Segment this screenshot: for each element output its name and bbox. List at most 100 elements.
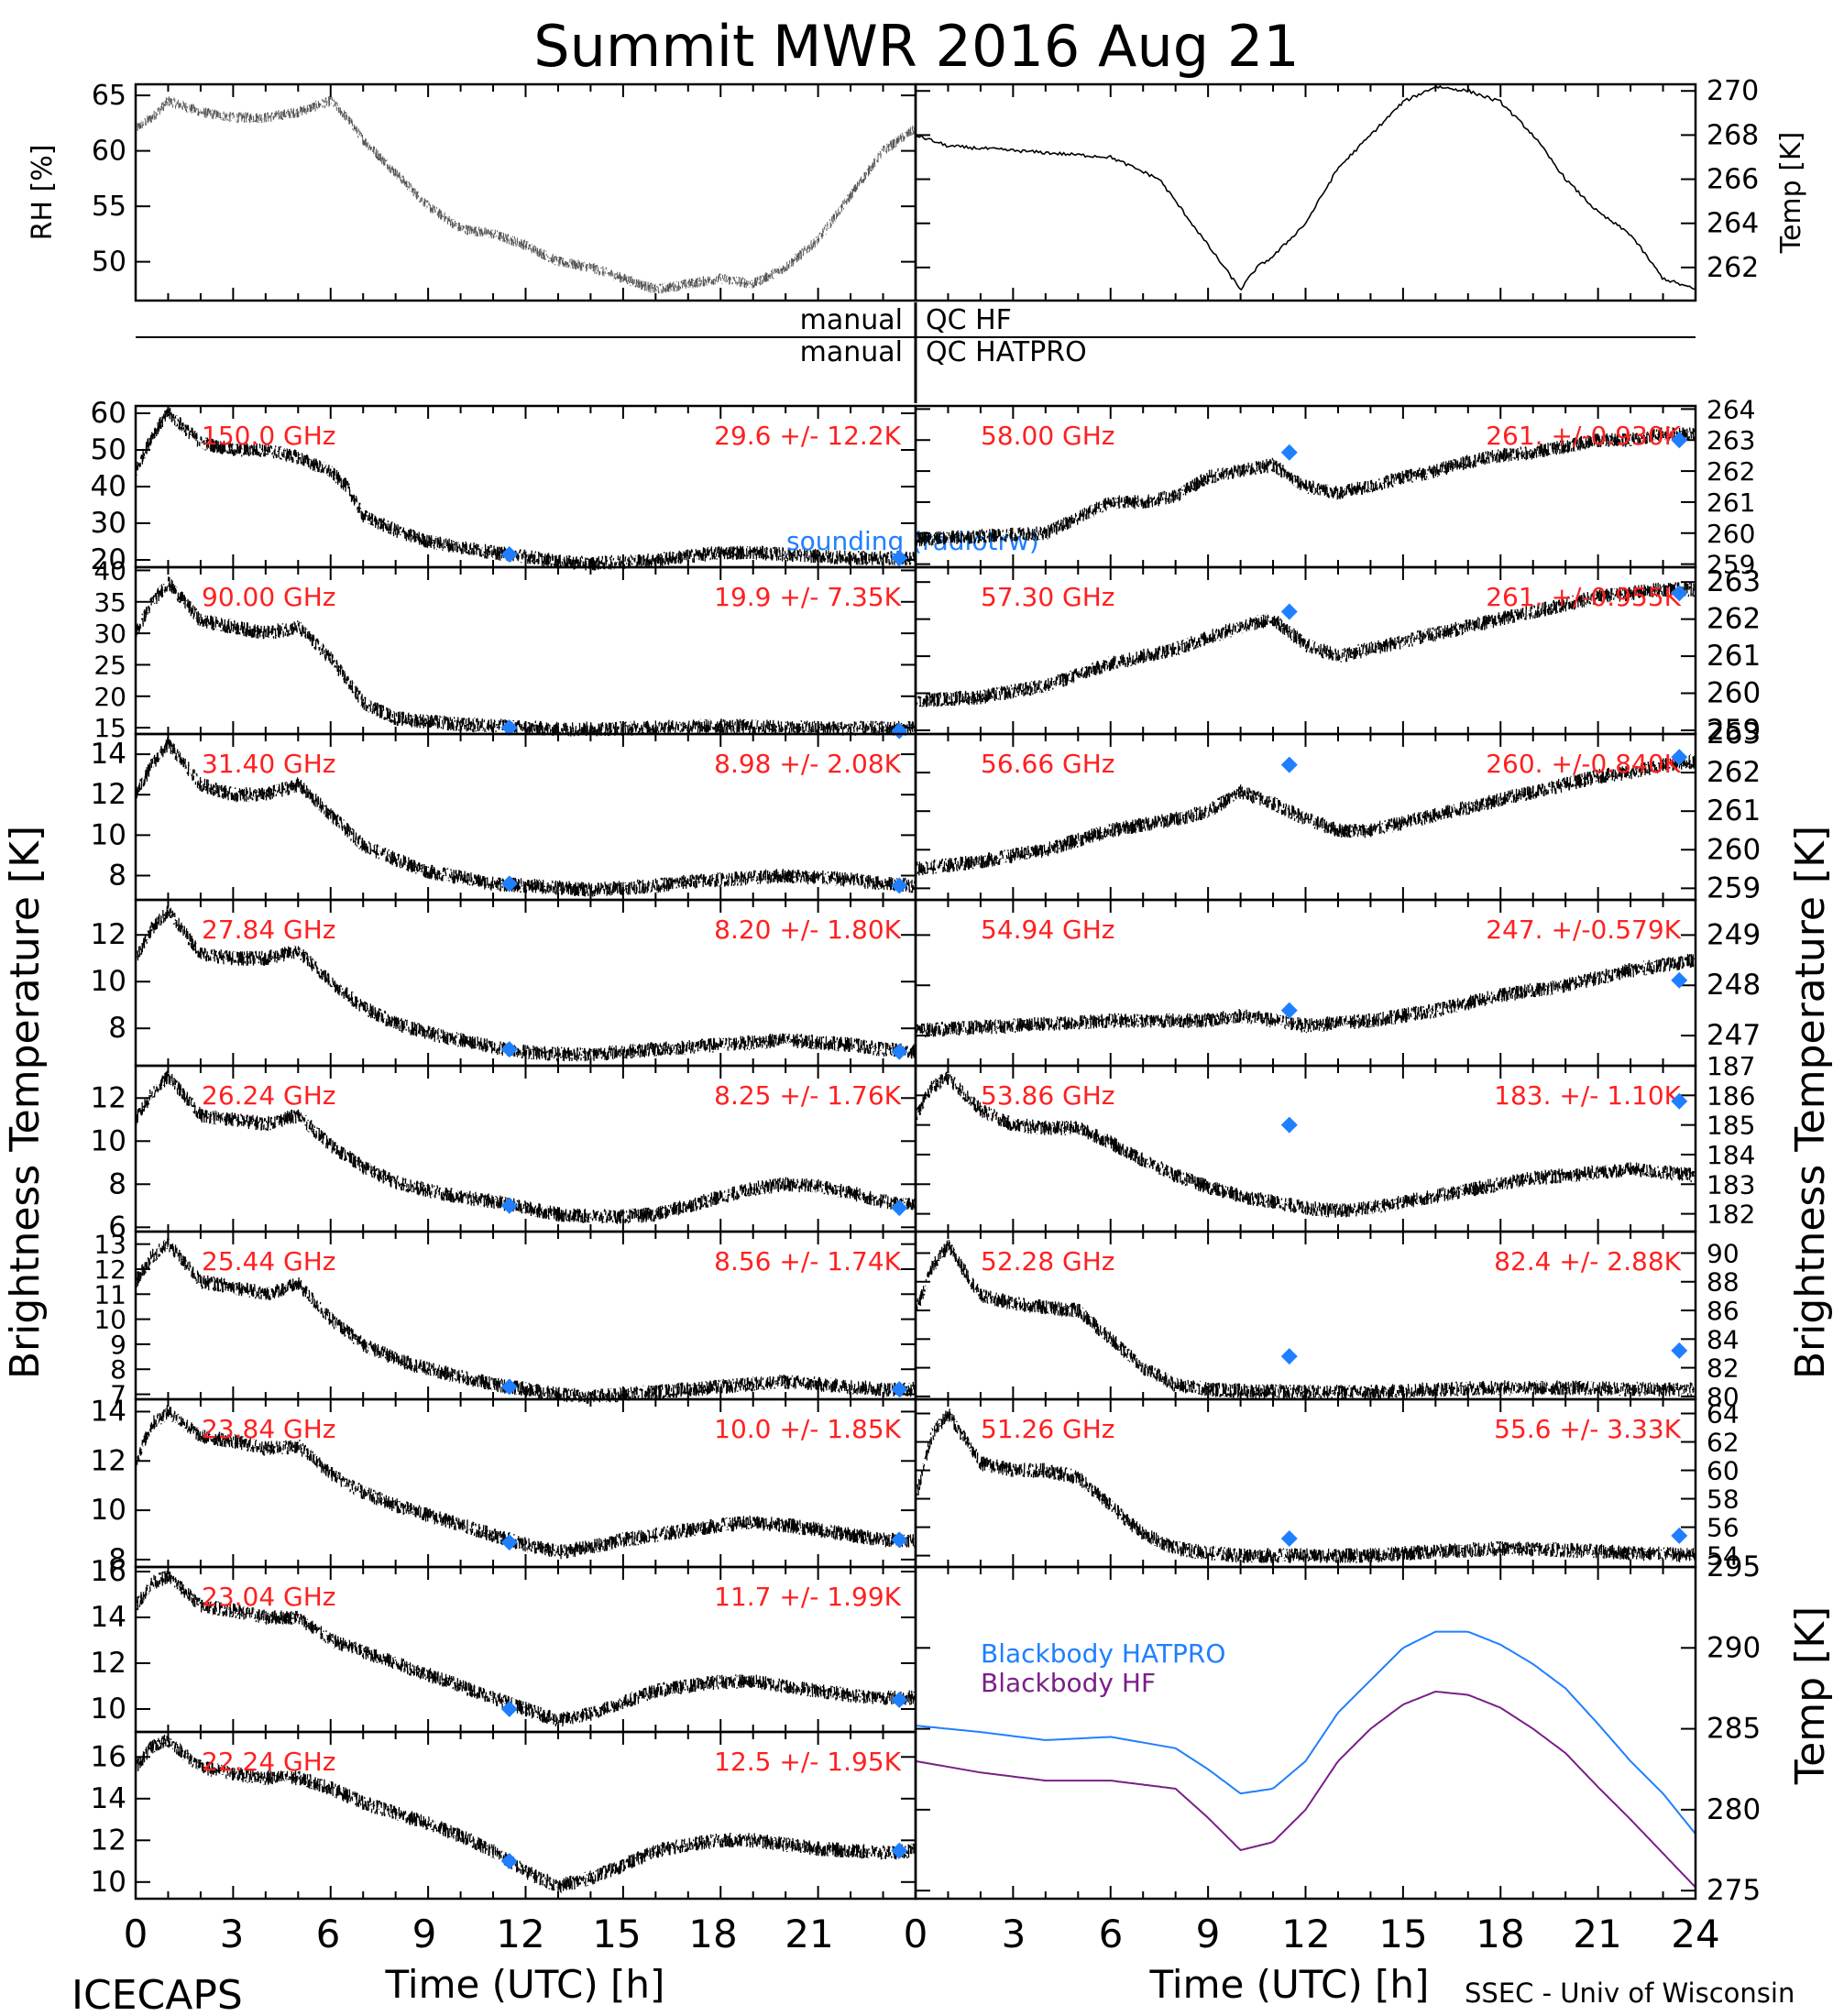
y-tick-label: 50	[91, 433, 126, 466]
y-tick-label: 14	[91, 1395, 126, 1428]
channel-stats: 261. +/-0.930K	[1486, 421, 1681, 451]
y-tick-label: 6	[108, 1211, 126, 1244]
channel-stats: 8.25 +/- 1.76K	[714, 1080, 901, 1111]
channel-stats: 260. +/-0.840K	[1486, 749, 1681, 779]
y-tick-label: 8	[108, 1167, 126, 1200]
y-tick-label: 10	[93, 1305, 126, 1335]
sounding-marker	[1671, 749, 1688, 766]
sounding-marker	[891, 550, 908, 566]
channel-frequency: 52.28 GHz	[981, 1246, 1115, 1276]
channel-frequency: 27.84 GHz	[202, 915, 336, 945]
y-tick-label: 58	[1707, 1485, 1740, 1515]
y-tick-label: 30	[91, 507, 126, 540]
y-tick-label: 10	[91, 1866, 126, 1899]
channel-stats: 261. +/-0.955K	[1486, 582, 1681, 612]
y-tick-label: 10	[91, 1693, 126, 1726]
y-tick-label: 264	[1707, 394, 1755, 424]
x-tick-label-right-9: 9	[1196, 1912, 1221, 1956]
y-tick-label: 260	[1707, 833, 1761, 866]
sounding-label: sounding (radiotrw)	[786, 526, 1039, 556]
y-tick-label: 11	[93, 1279, 126, 1309]
y-tick-label: 56	[1707, 1513, 1740, 1543]
y-tick-label: 12	[91, 1081, 126, 1114]
channel-stats: 8.56 +/- 1.74K	[714, 1246, 901, 1276]
y-tick-label: 10	[91, 1124, 126, 1157]
x-tick-label-left-0: 0	[124, 1912, 148, 1956]
y-tick-label: 263	[1707, 565, 1761, 598]
y-tick-label: 263	[1707, 425, 1755, 455]
y-tick-label: 183	[1707, 1169, 1755, 1200]
y-tick-label: 35	[93, 587, 126, 618]
y-tick-label: 86	[1707, 1296, 1740, 1326]
panel-ch2784: 8 10 12 27.84 GHz 8.20 +/- 1.80K	[91, 898, 917, 1068]
channel-stats: 55.6 +/- 3.33K	[1494, 1414, 1681, 1444]
channel-stats: 82.4 +/- 2.88K	[1494, 1246, 1681, 1276]
channel-frequency: 58.00 GHz	[981, 421, 1115, 451]
y-tick-label: 10	[91, 818, 126, 851]
sounding-marker	[1280, 1348, 1298, 1365]
sounding-marker	[500, 1534, 518, 1551]
y-tick-label: 285	[1707, 1713, 1761, 1746]
y-tick-label: 90	[1707, 1238, 1740, 1268]
y-tick-label: 60	[92, 136, 126, 168]
sounding-marker	[1671, 971, 1688, 989]
y-tick-label: 14	[91, 1782, 126, 1815]
y-tick-label: 7	[110, 1380, 126, 1410]
sounding-marker	[891, 1692, 908, 1708]
y-tick-label: 16	[91, 1740, 126, 1773]
panel-ch5494: 247 248 249 54.94 GHz 247. +/-0.579K	[914, 898, 1761, 1068]
sounding-marker	[1671, 432, 1688, 449]
x-tick-label-right-24: 24	[1671, 1912, 1719, 1956]
sounding-marker	[891, 1043, 908, 1060]
sounding-marker	[500, 546, 518, 563]
y-tick-label: 261	[1707, 640, 1761, 673]
sounding-marker	[1280, 603, 1298, 620]
y-tick-label: 187	[1707, 1051, 1755, 1081]
y-tick-label: 12	[91, 1444, 126, 1477]
channel-stats: 247. +/-0.579K	[1486, 915, 1681, 945]
channel-frequency: 31.40 GHz	[202, 749, 336, 779]
sounding-marker	[1671, 1342, 1688, 1359]
channel-stats: 19.9 +/- 7.35K	[714, 582, 901, 612]
y-tick-label: 264	[1707, 208, 1759, 240]
sounding-marker	[500, 1197, 518, 1214]
y-tick-label: 20	[91, 543, 126, 576]
y-tick-label: 10	[91, 1494, 126, 1527]
panel-frame	[914, 1565, 1697, 1901]
y-axis-label-rh: RH [%]	[27, 145, 59, 241]
y-tick-label: 259	[1707, 714, 1761, 747]
y-tick-label: 62	[1707, 1428, 1740, 1458]
sounding-marker	[1280, 1002, 1298, 1019]
y-tick-label: 10	[91, 965, 126, 998]
y-tick-label: 40	[93, 555, 126, 586]
y-tick-label: 50	[92, 247, 126, 279]
y-tick-label: 15	[93, 713, 126, 743]
y-tick-label: 12	[91, 778, 126, 811]
y-tick-label: 262	[1707, 456, 1755, 487]
x-tick-label-left-21: 21	[785, 1912, 833, 1956]
sounding-marker	[1280, 1116, 1298, 1134]
panel-ch3140: 8 10 12 14 31.40 GHz 8.98 +/- 2.08K	[91, 732, 917, 902]
y-tick-label: 20	[93, 682, 126, 712]
sounding-marker	[1671, 585, 1688, 602]
x-tick-label-right-21: 21	[1573, 1912, 1621, 1956]
x-tick-label-left-12: 12	[496, 1912, 544, 1956]
x-tick-label-right-3: 3	[1002, 1912, 1026, 1956]
y-tick-label: 65	[92, 80, 126, 112]
sounding-marker	[891, 877, 908, 894]
y-tick-label: 262	[1707, 756, 1761, 789]
x-tick-label-left-6: 6	[316, 1912, 341, 1956]
sounding-marker	[891, 1200, 908, 1217]
sounding-marker	[500, 719, 518, 737]
y-tick-label: 8	[108, 860, 126, 893]
y-tick-label: 280	[1707, 1793, 1761, 1826]
channel-frequency: 25.44 GHz	[202, 1246, 336, 1276]
y-tick-label: 248	[1707, 969, 1761, 1002]
channel-frequency: 51.26 GHz	[981, 1414, 1115, 1444]
